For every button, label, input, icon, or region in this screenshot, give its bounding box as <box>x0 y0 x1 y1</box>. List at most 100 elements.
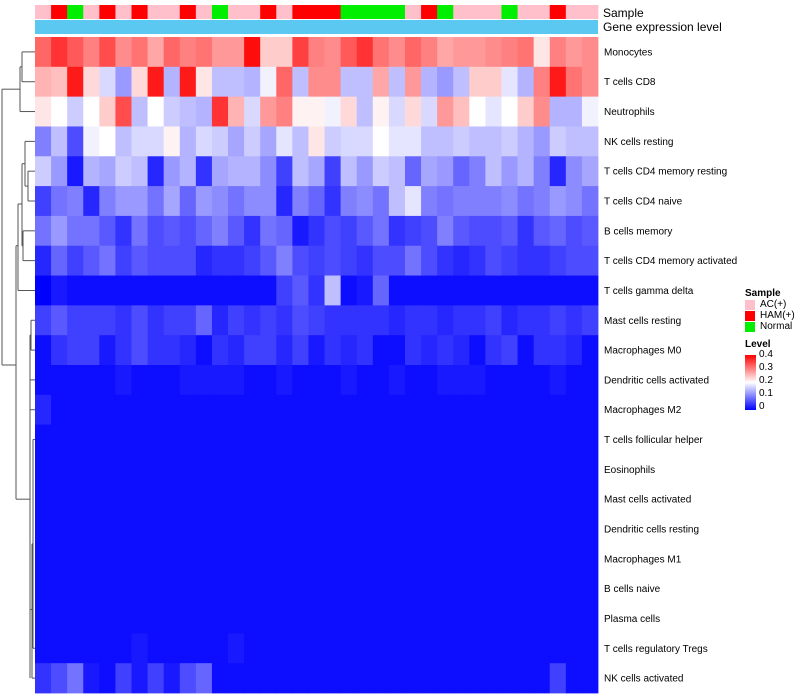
heatmap-cell <box>147 424 165 455</box>
heatmap-cell <box>340 186 358 217</box>
heatmap-cell <box>581 603 599 634</box>
heatmap-cell <box>581 156 599 187</box>
heatmap-cell <box>211 394 229 426</box>
heatmap-cell <box>388 37 406 68</box>
annotation-label-sample: Sample <box>603 6 644 20</box>
heatmap-cell <box>581 126 599 157</box>
heatmap-cell <box>485 66 502 98</box>
heatmap-cell <box>388 543 406 575</box>
heatmap-cell <box>211 186 229 217</box>
heatmap-cell <box>453 215 470 247</box>
heatmap-cell <box>549 514 567 545</box>
heatmap-cell <box>115 305 132 336</box>
sample-annotation-cell <box>67 5 84 19</box>
heatmap-cell <box>340 514 358 545</box>
heatmap-cell <box>565 245 583 276</box>
heatmap-cell <box>453 573 470 604</box>
heatmap-cell <box>437 126 454 157</box>
heatmap-cell <box>501 573 518 604</box>
row-label: Neutrophils <box>604 107 655 118</box>
heatmap-cell <box>83 663 100 694</box>
heatmap-cell <box>67 126 84 157</box>
heatmap-cell <box>276 215 293 247</box>
heatmap-cell <box>67 514 84 545</box>
heatmap-cell <box>308 543 325 575</box>
heatmap-cell <box>211 454 229 485</box>
heatmap-cell <box>35 126 52 157</box>
heatmap-cell <box>308 573 325 604</box>
heatmap-cell <box>292 37 309 68</box>
heatmap-cell <box>163 335 181 366</box>
row-label: Mast cells activated <box>604 495 691 506</box>
sample-annotation-cell <box>485 5 502 19</box>
row-label: T cells CD4 naive <box>604 197 683 208</box>
heatmap-cell <box>421 275 438 306</box>
heatmap-cell <box>147 543 165 575</box>
heatmap-cell <box>195 275 213 306</box>
heatmap-cell <box>147 514 165 545</box>
heatmap-cell <box>388 424 406 455</box>
heatmap-cell <box>324 275 342 306</box>
heatmap-cell <box>228 215 245 247</box>
heatmap-cell <box>485 275 502 306</box>
heatmap-cell <box>67 37 84 68</box>
heatmap-cell <box>260 245 277 276</box>
heatmap-cell <box>131 305 148 336</box>
heatmap-cell <box>51 96 68 127</box>
row-label: T cells CD4 memory resting <box>604 167 727 178</box>
heatmap-cell <box>115 484 132 515</box>
heatmap-cell <box>179 603 197 634</box>
heatmap-cell <box>421 633 438 664</box>
heatmap-cell <box>565 215 583 247</box>
heatmap-cell <box>565 156 583 187</box>
heatmap-cell <box>308 215 325 247</box>
sample-annotation-cell <box>565 5 583 19</box>
sample-annotation-cell <box>179 5 197 19</box>
heatmap-cell <box>147 365 165 396</box>
legend-item-ac: AC(+) <box>745 299 800 310</box>
heatmap-cell <box>517 305 535 336</box>
heatmap-cell <box>276 156 293 187</box>
heatmap-cell <box>67 96 84 127</box>
heatmap-cell <box>356 126 374 157</box>
heatmap-cell <box>549 37 567 68</box>
heatmap-cell <box>404 305 422 336</box>
heatmap-cell <box>388 663 406 694</box>
heatmap-cell <box>260 275 277 306</box>
heatmap-cell <box>501 245 518 276</box>
heatmap-cell <box>421 365 438 396</box>
sample-annotation-cell <box>83 5 100 19</box>
heatmap-cell <box>276 454 293 485</box>
heatmap-cell <box>517 96 535 127</box>
sample-annotation-cell <box>276 5 293 19</box>
heatmap-cell <box>131 37 148 68</box>
heatmap-cell <box>83 365 100 396</box>
heatmap-cell <box>99 37 116 68</box>
heatmap-cell <box>372 484 390 515</box>
heatmap-cell <box>211 335 229 366</box>
heatmap-cell <box>99 335 116 366</box>
heatmap-cell <box>244 305 261 336</box>
row-label: B cells naive <box>604 584 661 595</box>
heatmap-cell <box>179 633 197 664</box>
heatmap-cell <box>163 514 181 545</box>
heatmap-cell <box>372 215 390 247</box>
heatmap-cell <box>453 663 470 694</box>
heatmap-cell <box>292 633 309 664</box>
level-colorbar-wrap: 0.4 0.3 0.2 0.1 0 <box>745 350 800 412</box>
heatmap-cell <box>67 365 84 396</box>
heatmap-cell <box>453 156 470 187</box>
heatmap-cell <box>292 275 309 306</box>
heatmap-cell <box>276 275 293 306</box>
heatmap-cell <box>83 514 100 545</box>
heatmap-cell <box>549 424 567 455</box>
heatmap-cell <box>437 424 454 455</box>
legend-item-normal: Normal <box>745 321 800 332</box>
heatmap-cell <box>533 514 551 545</box>
heatmap-cell <box>437 543 454 575</box>
heatmap-cell <box>565 454 583 485</box>
heatmap-cell <box>83 66 100 98</box>
sample-annotation-cell <box>35 5 52 19</box>
heatmap-cell <box>581 454 599 485</box>
row-label: Plasma cells <box>604 614 660 625</box>
